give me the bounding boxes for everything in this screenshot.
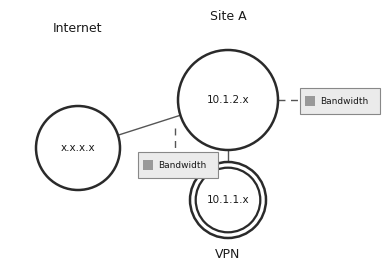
FancyBboxPatch shape	[138, 152, 218, 178]
Text: 10.1.2.x: 10.1.2.x	[207, 95, 249, 105]
FancyBboxPatch shape	[143, 160, 153, 170]
FancyBboxPatch shape	[305, 96, 315, 106]
Circle shape	[36, 106, 120, 190]
Circle shape	[190, 162, 266, 238]
Text: VPN: VPN	[215, 248, 241, 258]
Text: Site A: Site A	[210, 10, 246, 23]
Text: Bandwidth: Bandwidth	[320, 96, 368, 106]
FancyBboxPatch shape	[300, 88, 380, 114]
Text: Internet: Internet	[53, 22, 103, 35]
Circle shape	[196, 168, 260, 232]
Text: 10.1.1.x: 10.1.1.x	[207, 195, 249, 205]
Circle shape	[178, 50, 278, 150]
Text: Bandwidth: Bandwidth	[158, 160, 206, 170]
Text: x.x.x.x: x.x.x.x	[61, 143, 95, 153]
